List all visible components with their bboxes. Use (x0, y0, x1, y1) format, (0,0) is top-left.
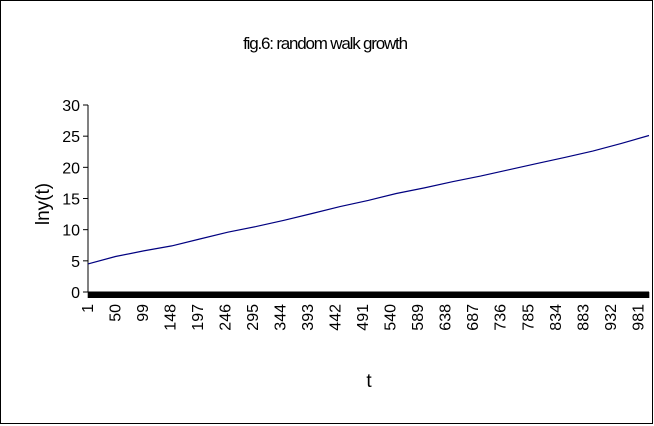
series-line (87, 134, 650, 265)
x-axis: 1 50 99 148 197 246 295 344 393 442 491 540 589 638 68… (80, 291, 650, 331)
x-tick-label: 442 (328, 304, 345, 331)
x-tick-label: 393 (300, 304, 317, 331)
x-tick-label: 981 (630, 304, 647, 331)
y-tick-label: 25 (62, 129, 80, 146)
x-tick-label: 1 (80, 304, 97, 313)
x-tick-label: 540 (383, 304, 400, 331)
x-tick-label: 99 (135, 304, 152, 322)
x-tick-label: 932 (603, 304, 620, 331)
x-tick-label: 834 (548, 304, 565, 331)
y-axis: 0 5 10 15 20 25 30 (62, 98, 89, 302)
x-tick-label: 883 (575, 304, 592, 331)
chart-title: fig.6: random walk growth (243, 34, 407, 53)
y-tick-label: 5 (71, 254, 80, 271)
x-tick-label: 491 (355, 304, 372, 331)
x-axis-label: t (366, 371, 372, 392)
x-tick-label: 638 (438, 304, 455, 331)
x-tick-marks (87, 292, 650, 298)
y-tick-label: 15 (62, 192, 80, 209)
y-axis-label: lny(t) (33, 183, 54, 225)
x-tick-label: 148 (163, 304, 180, 331)
x-tick-label: 295 (245, 304, 262, 331)
y-tick-label: 10 (62, 223, 80, 240)
x-tick-label: 736 (493, 304, 510, 331)
y-tick-label: 0 (71, 285, 80, 302)
x-tick-label: 344 (273, 304, 290, 331)
y-tick-label: 30 (62, 98, 80, 115)
x-tick-label: 50 (108, 304, 125, 322)
x-tick-label: 785 (520, 304, 537, 331)
x-tick-label: 197 (190, 304, 207, 331)
x-tick-label: 246 (218, 304, 235, 331)
plot-area (87, 134, 650, 265)
x-tick-label: 589 (410, 304, 427, 331)
x-tick-label: 687 (465, 304, 482, 331)
y-tick-label: 20 (62, 160, 80, 177)
